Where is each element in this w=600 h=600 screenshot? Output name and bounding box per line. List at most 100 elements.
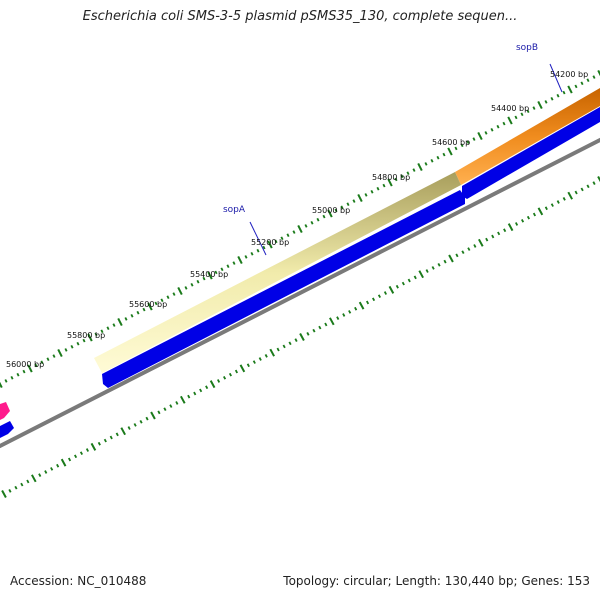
- ruler-label-54800: 54800 bp: [372, 173, 410, 182]
- outer-tick-mark: [340, 205, 344, 210]
- outer-tick-mark: [424, 162, 428, 166]
- inner-tick-mark: [366, 300, 370, 305]
- inner-tick-mark: [193, 391, 197, 396]
- inner-tick-mark: [109, 435, 113, 440]
- inner-tick-mark: [507, 223, 514, 232]
- outer-tick-mark: [417, 162, 423, 172]
- inner-tick-mark: [90, 442, 97, 451]
- outer-tick-mark: [364, 193, 368, 197]
- outer-tick-mark: [117, 317, 123, 327]
- outer-tick-mark: [562, 90, 566, 95]
- inner-tick-mark: [401, 281, 405, 286]
- ruler-label-55600: 55600 bp: [129, 300, 167, 309]
- inner-tick-mark: [418, 270, 424, 279]
- inner-tick-mark: [294, 338, 298, 343]
- inner-tick-mark: [299, 333, 305, 341]
- inner-tick-mark: [169, 404, 173, 408]
- outer-tick-mark: [357, 193, 363, 203]
- gene-sopB-band[interactable]: [455, 88, 600, 185]
- inner-tick-mark: [139, 419, 143, 424]
- ruler-label-56000: 56000 bp: [6, 360, 44, 369]
- inner-tick-mark: [497, 231, 501, 236]
- outer-tick-mark: [334, 208, 338, 213]
- inner-tick-mark: [26, 479, 30, 484]
- inner-tick-mark: [31, 474, 37, 483]
- gene-label-sopA[interactable]: sopA: [223, 205, 246, 215]
- inner-tick-mark: [532, 212, 536, 217]
- cds-sopA-arrow[interactable]: [102, 190, 465, 388]
- inner-tick-mark: [234, 369, 238, 374]
- outer-tick-mark: [490, 127, 494, 132]
- feature-left-pink[interactable]: [0, 402, 10, 420]
- inner-tick-mark: [544, 206, 548, 211]
- map-title: Escherichia coli SMS-3-5 plasmid pSMS35_…: [82, 9, 518, 24]
- inner-tick-mark: [586, 184, 590, 189]
- outer-tick-mark: [406, 171, 410, 176]
- outer-tick-mark: [460, 143, 464, 148]
- outer-tick-mark: [580, 81, 584, 86]
- outer-tick-mark: [22, 369, 26, 374]
- inner-tick-mark: [1, 490, 7, 498]
- outer-tick-mark: [220, 267, 224, 272]
- outer-tick-mark: [454, 146, 458, 151]
- outer-tick-mark: [466, 140, 470, 145]
- inner-tick-mark: [20, 482, 24, 487]
- outer-tick-mark: [4, 379, 8, 383]
- inner-tick-mark: [50, 467, 54, 471]
- outer-tick-mark: [202, 276, 206, 281]
- outer-tick-mark: [124, 317, 128, 321]
- inner-tick-mark: [336, 316, 340, 321]
- inner-tick-mark: [503, 228, 507, 233]
- inner-tick-ring: [1, 176, 600, 498]
- outer-tick-mark: [400, 174, 404, 179]
- outer-tick-mark: [27, 364, 33, 373]
- outer-tick-mark: [526, 109, 530, 114]
- outer-tick-mark: [142, 307, 146, 312]
- outer-tick-mark: [34, 363, 38, 368]
- cds-sopB-arrow[interactable]: [462, 107, 600, 199]
- inner-tick-mark: [443, 259, 447, 264]
- outer-tick-mark: [94, 332, 98, 337]
- inner-tick-mark: [133, 423, 137, 427]
- ruler-label-54200: 54200 bp: [550, 70, 588, 79]
- inner-tick-mark: [395, 284, 399, 289]
- outer-tick-mark: [160, 298, 164, 303]
- inner-tick-mark: [358, 301, 365, 310]
- outer-tick-mark: [154, 301, 158, 306]
- outer-tick-mark: [597, 69, 600, 77]
- inner-tick-mark: [455, 253, 459, 258]
- inner-tick-mark: [228, 372, 232, 377]
- outer-tick-mark: [346, 202, 350, 207]
- inner-tick-mark: [550, 203, 554, 207]
- outer-tick-mark: [267, 240, 273, 249]
- outer-tick-mark: [0, 381, 3, 389]
- inner-tick-mark: [120, 427, 126, 436]
- ruler-label-55800: 55800 bp: [67, 331, 105, 340]
- inner-tick-mark: [127, 426, 131, 430]
- outer-tick-mark: [436, 155, 440, 160]
- inner-tick-mark: [413, 275, 417, 280]
- inner-tick-mark: [187, 394, 191, 399]
- outer-tick-mark: [40, 360, 44, 365]
- inner-tick-mark: [56, 463, 60, 468]
- ruler-label-55200: 55200 bp: [251, 238, 289, 247]
- inner-tick-mark: [38, 473, 42, 478]
- outer-tick-mark: [87, 333, 93, 342]
- inner-tick-mark: [269, 348, 275, 357]
- ruler-label-54400: 54400 bp: [491, 104, 529, 113]
- outer-tick-mark: [100, 329, 104, 334]
- gene-sopA-band[interactable]: [94, 172, 461, 373]
- gene-label-sopB[interactable]: sopB: [516, 43, 538, 53]
- inner-tick-mark: [562, 196, 566, 201]
- inner-tick-mark: [377, 294, 381, 299]
- plasmid-backbone: [0, 138, 600, 448]
- outer-tick-mark: [52, 354, 56, 358]
- inner-tick-mark: [407, 278, 411, 283]
- cds-left-blue[interactable]: [0, 421, 14, 438]
- inner-tick-mark: [103, 438, 107, 443]
- outer-tick-mark: [567, 85, 573, 94]
- inner-tick-mark: [252, 360, 256, 364]
- inner-tick-mark: [521, 218, 525, 223]
- outer-tick-mark: [394, 177, 398, 182]
